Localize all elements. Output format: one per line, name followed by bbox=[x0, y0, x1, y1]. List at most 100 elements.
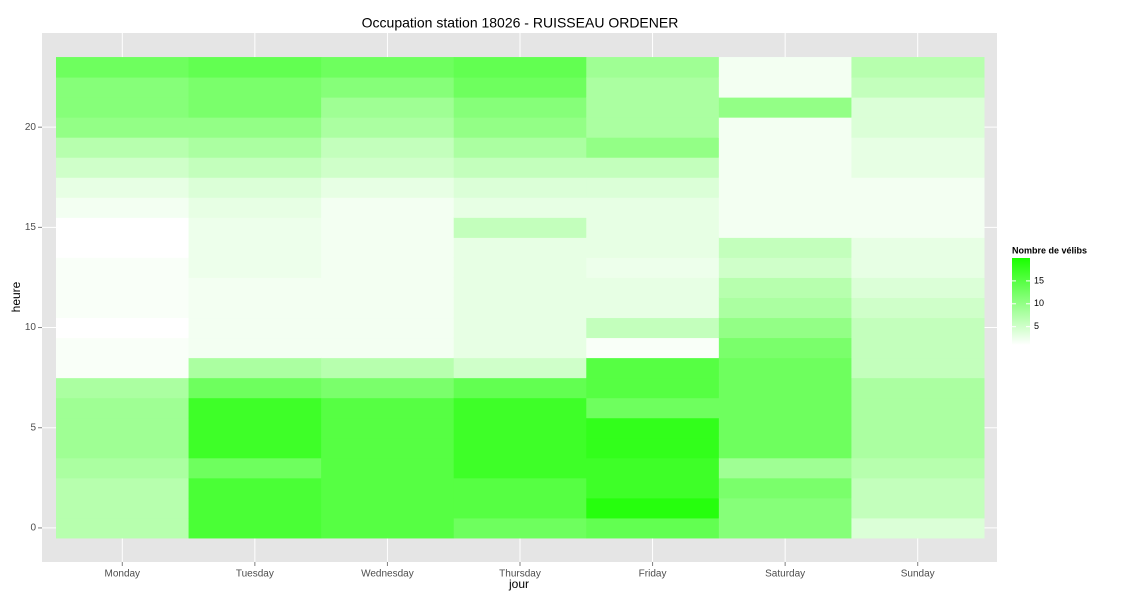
heat-tile bbox=[188, 157, 322, 178]
heat-tile bbox=[188, 317, 322, 339]
heat-tile bbox=[453, 177, 587, 198]
heat-tile bbox=[851, 97, 985, 118]
heat-tile bbox=[718, 337, 852, 359]
heat-tile bbox=[453, 97, 587, 118]
heat-tile bbox=[718, 377, 852, 399]
heat-tile bbox=[586, 257, 720, 278]
heat-tile bbox=[56, 197, 190, 218]
heat-tile bbox=[851, 417, 985, 439]
heat-tile bbox=[851, 297, 985, 319]
heat-tile bbox=[453, 257, 587, 278]
heat-tile bbox=[56, 357, 190, 379]
heat-tile bbox=[56, 497, 190, 519]
heat-tile bbox=[453, 317, 587, 339]
heat-tile bbox=[851, 377, 985, 399]
heat-tile bbox=[586, 497, 720, 519]
heat-tile bbox=[321, 517, 455, 539]
y-tick-label: 20 bbox=[25, 122, 37, 133]
heat-tile bbox=[718, 517, 852, 539]
heat-tile bbox=[321, 397, 455, 419]
heat-tile bbox=[188, 257, 322, 278]
heat-tile bbox=[718, 277, 852, 298]
heat-tile bbox=[188, 77, 322, 98]
heat-tile bbox=[188, 457, 322, 479]
heat-tile bbox=[56, 177, 190, 198]
heat-tile bbox=[56, 257, 190, 278]
y-axis-title: heure bbox=[9, 281, 23, 312]
legend-colorbar bbox=[1012, 258, 1030, 345]
heat-tile bbox=[718, 157, 852, 178]
heat-tile bbox=[851, 277, 985, 298]
heat-tile bbox=[453, 297, 587, 319]
heat-tile bbox=[851, 497, 985, 519]
heat-tile bbox=[586, 317, 720, 339]
heat-tile bbox=[188, 57, 322, 78]
x-tick-label: Tuesday bbox=[236, 569, 274, 580]
heat-tile bbox=[851, 317, 985, 339]
heat-tile bbox=[851, 337, 985, 359]
heat-tile bbox=[851, 137, 985, 158]
x-tick-label: Friday bbox=[639, 569, 667, 580]
heat-tile bbox=[586, 277, 720, 298]
heat-tile bbox=[321, 217, 455, 238]
heat-tile bbox=[321, 477, 455, 499]
heat-tile bbox=[453, 237, 587, 258]
heat-tile bbox=[188, 377, 322, 399]
heat-tile bbox=[453, 377, 587, 399]
heat-tile bbox=[851, 517, 985, 539]
heat-tile bbox=[56, 117, 190, 138]
heat-tile bbox=[321, 97, 455, 118]
heat-tile bbox=[188, 177, 322, 198]
heat-tile bbox=[56, 477, 190, 499]
x-tick-label: Thursday bbox=[499, 569, 541, 580]
heat-tile bbox=[321, 137, 455, 158]
heat-tile bbox=[851, 457, 985, 479]
heat-tile bbox=[188, 337, 322, 359]
heat-tile bbox=[56, 517, 190, 539]
heat-tile bbox=[586, 157, 720, 178]
heat-tile bbox=[586, 217, 720, 238]
heat-tile bbox=[851, 217, 985, 238]
heat-tile bbox=[718, 477, 852, 499]
heat-tile bbox=[321, 337, 455, 359]
heat-tile bbox=[188, 217, 322, 238]
heat-tile bbox=[586, 237, 720, 258]
heat-tile bbox=[453, 357, 587, 379]
heat-tile bbox=[586, 357, 720, 379]
heat-tile bbox=[321, 257, 455, 278]
heat-tile bbox=[56, 417, 190, 439]
y-tick-label: 15 bbox=[25, 222, 37, 233]
heat-tile bbox=[453, 517, 587, 539]
heat-tile bbox=[586, 417, 720, 439]
heat-tile bbox=[188, 277, 322, 298]
heat-tile bbox=[321, 417, 455, 439]
heat-tile bbox=[586, 137, 720, 158]
heat-tile bbox=[453, 397, 587, 419]
heat-tile bbox=[56, 337, 190, 359]
heat-tile bbox=[56, 137, 190, 158]
heat-tile bbox=[188, 397, 322, 419]
heat-tile bbox=[188, 297, 322, 319]
heat-tile bbox=[718, 217, 852, 238]
heat-tile bbox=[453, 277, 587, 298]
heat-tile bbox=[851, 57, 985, 78]
heat-tile bbox=[321, 57, 455, 78]
heat-tile bbox=[56, 377, 190, 399]
heat-tile bbox=[718, 197, 852, 218]
heat-tile bbox=[321, 457, 455, 479]
heat-tile bbox=[586, 437, 720, 459]
heat-tile bbox=[321, 437, 455, 459]
heat-tile bbox=[851, 177, 985, 198]
heat-tile bbox=[56, 97, 190, 118]
heat-tile bbox=[453, 157, 587, 178]
heat-tile bbox=[188, 237, 322, 258]
legend-tick-label: 5 bbox=[1034, 321, 1039, 331]
legend-tick-label: 10 bbox=[1034, 298, 1044, 308]
heat-tile bbox=[586, 177, 720, 198]
heat-tile bbox=[56, 457, 190, 479]
heat-tile bbox=[453, 57, 587, 78]
heat-tile bbox=[188, 197, 322, 218]
heat-tile bbox=[718, 137, 852, 158]
y-tick-label: 5 bbox=[30, 422, 36, 433]
heat-tile bbox=[718, 97, 852, 118]
